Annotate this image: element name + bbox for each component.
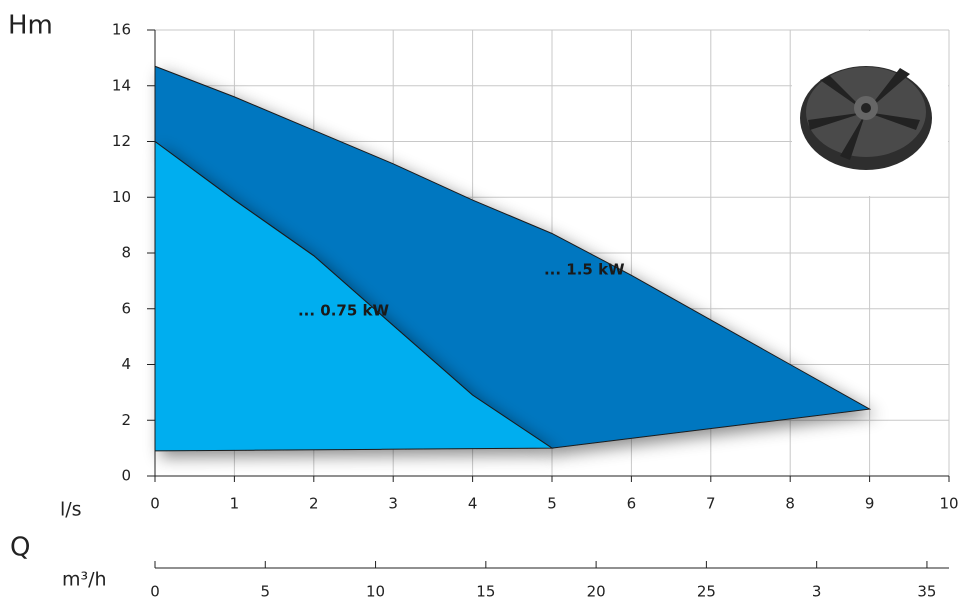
x-tick-label: 5 [547, 495, 557, 513]
x-tick-label: 4 [468, 495, 478, 513]
x2-tick-label: 15 [476, 583, 495, 600]
y-tick-label: 8 [121, 244, 131, 262]
x2-tick-label: 0 [150, 583, 160, 600]
y-tick-label: 6 [121, 299, 131, 317]
x-tick-label: 3 [388, 495, 398, 513]
x2-tick-label: 35 [917, 583, 936, 600]
x-tick-label: 6 [627, 495, 637, 513]
y-tick-label: 4 [121, 355, 131, 373]
x2-tick-label: 10 [366, 583, 385, 600]
x2-tick-label: 3 [812, 583, 822, 600]
y-tick-label: 0 [121, 467, 131, 485]
y-tick-label: 14 [112, 76, 131, 94]
area [154, 140, 554, 452]
impeller-image [792, 31, 948, 196]
x-tick-label: 0 [150, 495, 160, 513]
x-tick-label: 1 [230, 495, 240, 513]
y-tick-label: 2 [121, 411, 131, 429]
y-tick-label: 10 [112, 188, 131, 206]
series-label: ... 0.75 kW [298, 301, 390, 319]
series-label: ... 1.5 kW [544, 261, 625, 279]
x-tick-label: 9 [865, 495, 875, 513]
x-tick-label: 10 [939, 495, 958, 513]
x2-tick-label: 5 [261, 583, 271, 600]
y-tick-label: 16 [112, 21, 131, 39]
x-tick-label: 7 [706, 495, 716, 513]
x-tick-label: 8 [785, 495, 795, 513]
y-tick-label: 12 [112, 132, 131, 150]
x-tick-label: 2 [309, 495, 319, 513]
x-axis-label: l/s [60, 499, 82, 521]
q-label: Q [10, 533, 30, 563]
x2-axis-label: m³/h [62, 569, 107, 591]
x2-tick-label: 20 [587, 583, 606, 600]
x2-tick-label: 25 [697, 583, 716, 600]
y-axis-label: Hm [8, 11, 53, 41]
